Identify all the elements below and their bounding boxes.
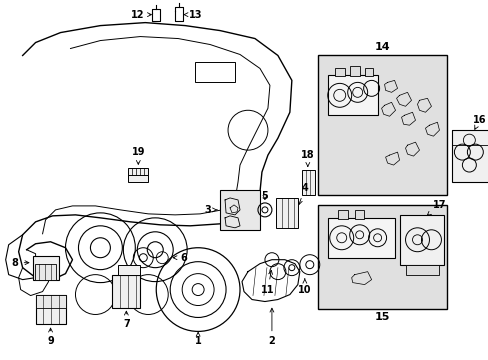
Text: 17: 17: [427, 200, 445, 215]
Text: 8: 8: [12, 258, 29, 268]
Bar: [301, 170, 314, 195]
Bar: [128, 175, 148, 182]
Bar: [195, 62, 235, 82]
Text: 13: 13: [183, 10, 203, 20]
Bar: [317, 205, 447, 310]
Text: 9: 9: [47, 328, 54, 346]
Bar: [317, 55, 447, 195]
Text: 14: 14: [374, 41, 389, 51]
Text: 3: 3: [204, 205, 217, 215]
Bar: [349, 67, 359, 76]
Text: 19: 19: [131, 147, 145, 164]
Bar: [405, 265, 439, 275]
Text: 5: 5: [261, 191, 268, 201]
Bar: [112, 275, 140, 307]
Text: 11: 11: [261, 270, 274, 294]
Text: 6: 6: [173, 253, 186, 263]
Bar: [327, 75, 377, 115]
Text: 4: 4: [298, 183, 307, 204]
Text: 7: 7: [122, 311, 129, 329]
Bar: [35, 264, 56, 280]
Bar: [451, 130, 488, 182]
Text: 16: 16: [471, 115, 485, 129]
Text: 2: 2: [268, 308, 275, 346]
Bar: [364, 68, 372, 76]
Bar: [399, 215, 444, 265]
Bar: [118, 265, 140, 275]
Bar: [36, 294, 65, 324]
Bar: [334, 68, 344, 76]
Text: 10: 10: [298, 279, 311, 294]
Bar: [337, 210, 347, 219]
Text: 15: 15: [374, 312, 389, 323]
Text: 12: 12: [130, 10, 151, 20]
Text: 1: 1: [194, 332, 201, 346]
Bar: [33, 256, 59, 280]
Bar: [327, 218, 394, 258]
Bar: [128, 168, 148, 178]
Bar: [354, 210, 363, 219]
Bar: [36, 294, 65, 307]
Text: 18: 18: [301, 150, 314, 166]
Bar: [451, 130, 488, 145]
Bar: [275, 198, 297, 228]
Bar: [220, 190, 260, 230]
